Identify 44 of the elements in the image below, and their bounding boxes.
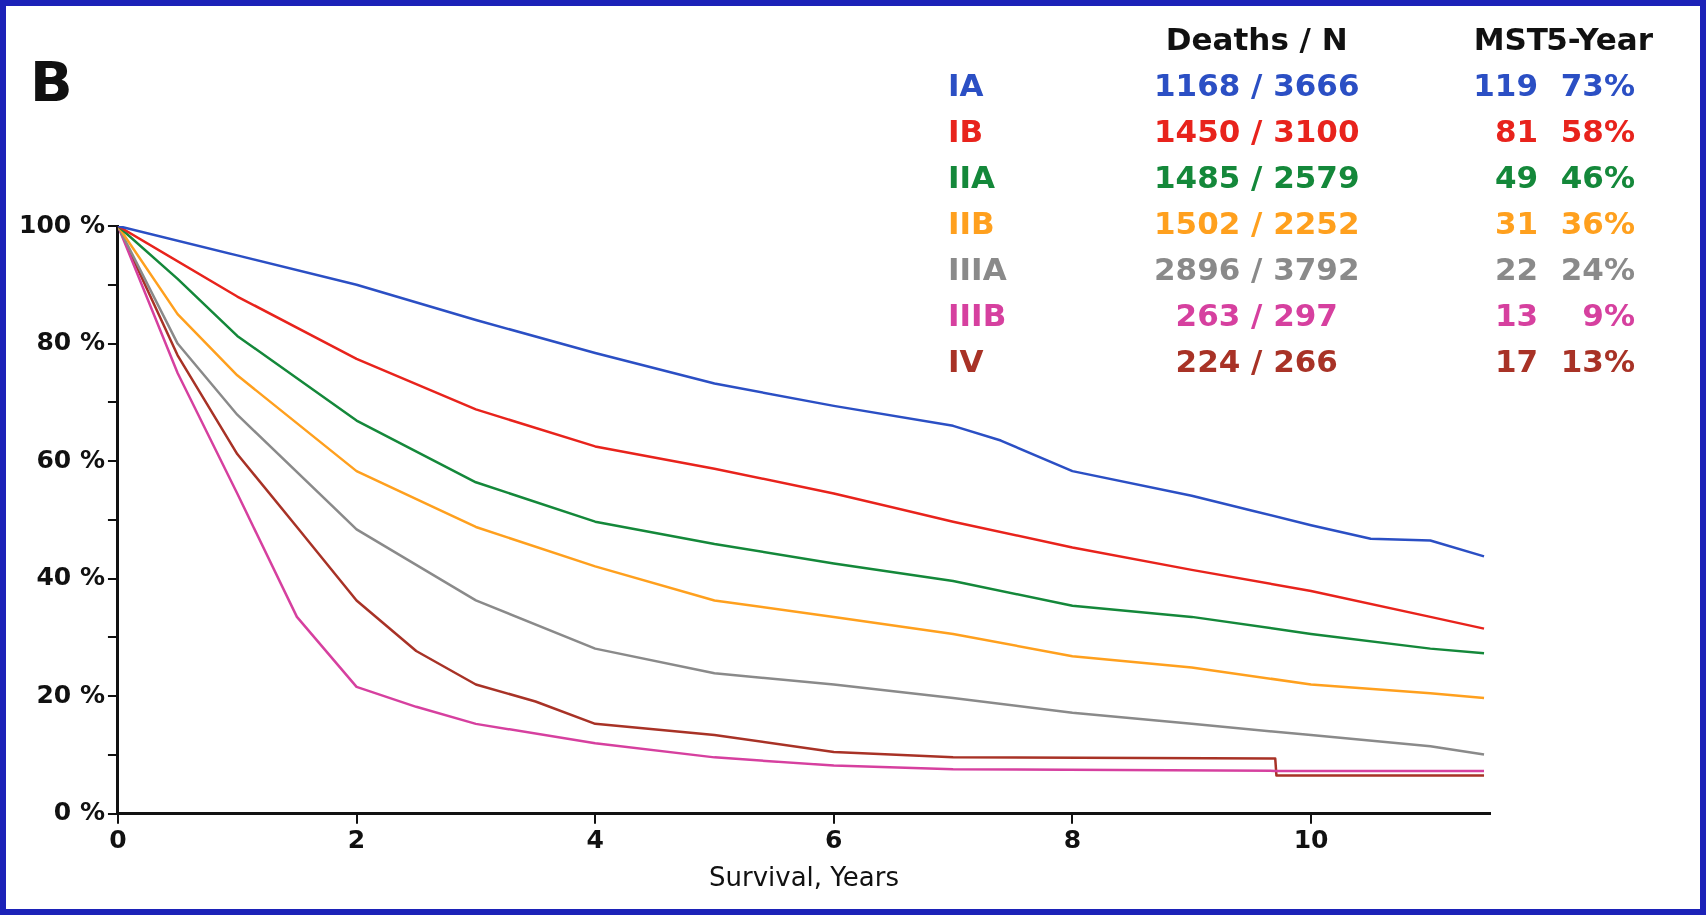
x-tick-label: 2	[347, 825, 366, 855]
x-tick-label: 0	[109, 825, 127, 855]
x-tick-label: 10	[1293, 825, 1329, 855]
text: 31	[1494, 205, 1539, 242]
text: 24%	[1560, 251, 1635, 288]
text: 119	[1473, 67, 1539, 104]
y-tick-label: 60 %	[36, 444, 105, 474]
x-tick-label: 8	[1063, 825, 1082, 855]
text: IV	[948, 343, 984, 380]
text: 1450 / 3100	[1154, 113, 1360, 150]
text: 1168 / 3666	[1154, 67, 1360, 104]
text: 81	[1494, 113, 1539, 150]
annotation: 263 / 297	[1175, 297, 1338, 334]
text: 49	[1494, 159, 1539, 196]
x-tick-label: 4	[586, 825, 604, 855]
y-tick-label: 80 %	[36, 327, 105, 357]
annotation: 1502 / 2252	[1154, 205, 1360, 242]
text: 73%	[1560, 67, 1635, 104]
text: IB	[948, 113, 984, 150]
text: IIB	[948, 205, 995, 242]
text: 36%	[1560, 205, 1635, 242]
annotation: 224 / 266	[1175, 343, 1338, 380]
y-tick-label: 40 %	[36, 562, 105, 592]
text: 9%	[1582, 297, 1635, 334]
x-tick-label: 6	[825, 825, 843, 855]
text: 13	[1494, 297, 1539, 334]
text: B	[30, 48, 73, 114]
text: 22	[1494, 251, 1539, 288]
text: 17	[1494, 343, 1539, 380]
y-tick-label: 0 %	[53, 797, 105, 827]
y-tick-label: 20 %	[36, 679, 105, 709]
y-tick-label: 100 %	[19, 209, 105, 239]
text: 46%	[1560, 159, 1635, 196]
text: IIIB	[948, 297, 1007, 334]
text: IA	[948, 67, 984, 104]
text: MST	[1473, 21, 1549, 58]
text: IIA	[948, 159, 996, 196]
text: 1485 / 2579	[1154, 159, 1360, 196]
annotation: 2896 / 3792	[1154, 251, 1360, 288]
text: 58%	[1560, 113, 1635, 150]
text: 13%	[1560, 343, 1635, 380]
text: IIIA	[948, 251, 1007, 288]
text: Deaths / N	[1165, 21, 1348, 58]
x-axis-title: Survival, Years	[708, 862, 899, 893]
